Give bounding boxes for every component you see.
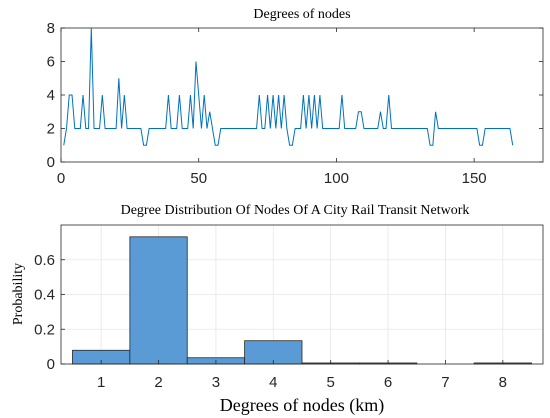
bar-degree-2 — [129, 236, 188, 365]
top-xtick-label: 0 — [57, 170, 65, 187]
top-ytick-label: 0 — [47, 154, 55, 171]
top-ytick-label: 6 — [47, 54, 55, 71]
bottom-xtick-label: 4 — [269, 374, 277, 391]
bottom-axis-ticks — [61, 259, 504, 365]
bottom-xtick-label: 7 — [441, 374, 449, 391]
bottom-chart-title: Degree Distribution Of Nodes Of A City R… — [121, 203, 470, 218]
top-tick-labels: 0 50 100 150 0 2 4 6 8 — [47, 20, 487, 187]
bottom-ytick-label: 0.6 — [34, 252, 55, 269]
top-axes-box — [60, 27, 544, 163]
bottom-ytick-label: 0.4 — [34, 287, 55, 304]
top-xtick-label: 100 — [324, 170, 349, 187]
top-xtick-label: 50 — [190, 170, 207, 187]
x-axis-label: Degrees of nodes (km) — [220, 395, 384, 416]
bottom-xtick-label: 3 — [212, 374, 220, 391]
top-xtick-label: 150 — [462, 170, 487, 187]
top-chart-title: Degrees of nodes — [253, 7, 350, 22]
bottom-ytick-label: 0.2 — [34, 321, 55, 338]
series-line-degrees — [63, 27, 514, 146]
bottom-bars — [72, 236, 532, 365]
bottom-xtick-label: 1 — [97, 374, 105, 391]
top-ytick-label: 8 — [47, 20, 55, 37]
y-axis-label: Probability — [11, 263, 26, 325]
degrees-line-chart: Degrees of nodes 0 50 100 150 0 2 4 6 8 — [47, 7, 544, 187]
top-ytick-label: 2 — [47, 121, 55, 138]
bottom-xtick-label: 8 — [499, 374, 507, 391]
bottom-xtick-label: 5 — [327, 374, 335, 391]
bottom-tick-labels: 1 2 3 4 5 6 7 8 0 0.2 0.4 0.6 — [34, 252, 507, 391]
bottom-xtick-label: 2 — [154, 374, 162, 391]
top-ytick-label: 4 — [47, 87, 55, 104]
bottom-ytick-label: 0 — [47, 356, 55, 373]
bottom-xtick-label: 6 — [384, 374, 392, 391]
degree-distribution-bar-chart: Degree Distribution Of Nodes Of A City R… — [11, 203, 544, 416]
top-axis-ticks — [60, 27, 543, 163]
